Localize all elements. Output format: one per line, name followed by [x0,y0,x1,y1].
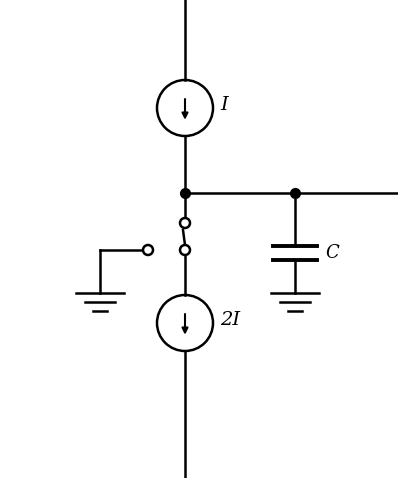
Text: C: C [325,244,339,262]
Circle shape [180,245,190,255]
Circle shape [143,245,153,255]
Text: 2I: 2I [220,311,240,329]
Circle shape [180,218,190,228]
Text: I: I [220,96,228,114]
